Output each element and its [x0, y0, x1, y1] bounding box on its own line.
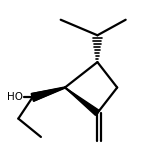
Polygon shape — [31, 88, 65, 101]
Polygon shape — [31, 87, 65, 101]
Polygon shape — [65, 88, 99, 115]
Text: HO: HO — [7, 92, 23, 102]
